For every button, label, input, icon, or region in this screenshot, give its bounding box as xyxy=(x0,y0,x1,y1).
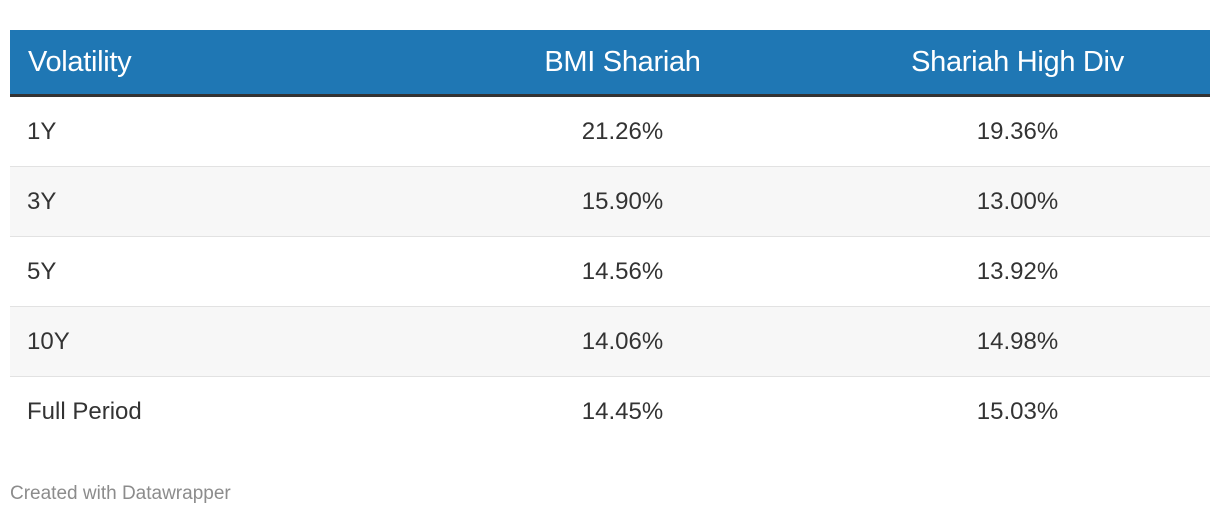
data-table: Volatility BMI Shariah Shariah High Div … xyxy=(10,30,1210,446)
cell-shariah-high-div: 15.03% xyxy=(976,397,1059,425)
volatility-table: Volatility BMI Shariah Shariah High Div … xyxy=(10,30,1210,446)
row-label: Full Period xyxy=(27,397,142,425)
table-header: Volatility BMI Shariah Shariah High Div xyxy=(10,30,1210,97)
row-label: 10Y xyxy=(10,306,420,377)
table-row: Full Period 14.45% 15.03% xyxy=(10,377,1210,447)
header-cell-shariah-high-div: Shariah High Div xyxy=(825,30,1210,97)
row-label: 5Y xyxy=(10,236,420,307)
header-cell-bmi-shariah: BMI Shariah xyxy=(420,30,825,97)
datawrapper-credit-link[interactable]: Created with Datawrapper xyxy=(10,483,231,504)
cell-shariah-high-div: 13.92% xyxy=(825,236,1210,307)
table-body: 1Y 21.26% 19.36% 3Y 15.90% 13.00% 5Y 14.… xyxy=(10,95,1210,447)
table-row: 10Y 14.06% 14.98% xyxy=(10,306,1210,377)
header-cell-volatility: Volatility xyxy=(10,30,420,97)
cell-bmi-shariah: 21.26% xyxy=(420,95,825,167)
cell-shariah-high-div: 14.98% xyxy=(825,306,1210,377)
table-row: 3Y 15.90% 13.00% xyxy=(10,166,1210,237)
row-label: 1Y xyxy=(10,95,420,167)
cell-bmi-shariah: 15.90% xyxy=(420,166,825,237)
cell-shariah-high-div: 13.00% xyxy=(825,166,1210,237)
cell-shariah-high-div: 19.36% xyxy=(825,95,1210,167)
cell-bmi-shariah: 14.45% xyxy=(581,397,664,425)
table-row: 1Y 21.26% 19.36% xyxy=(10,95,1210,167)
row-label: 3Y xyxy=(10,166,420,237)
cell-bmi-shariah: 14.56% xyxy=(420,236,825,307)
cell-bmi-shariah: 14.06% xyxy=(420,306,825,377)
header-row: Volatility BMI Shariah Shariah High Div xyxy=(10,30,1210,97)
table-row: 5Y 14.56% 13.92% xyxy=(10,236,1210,307)
